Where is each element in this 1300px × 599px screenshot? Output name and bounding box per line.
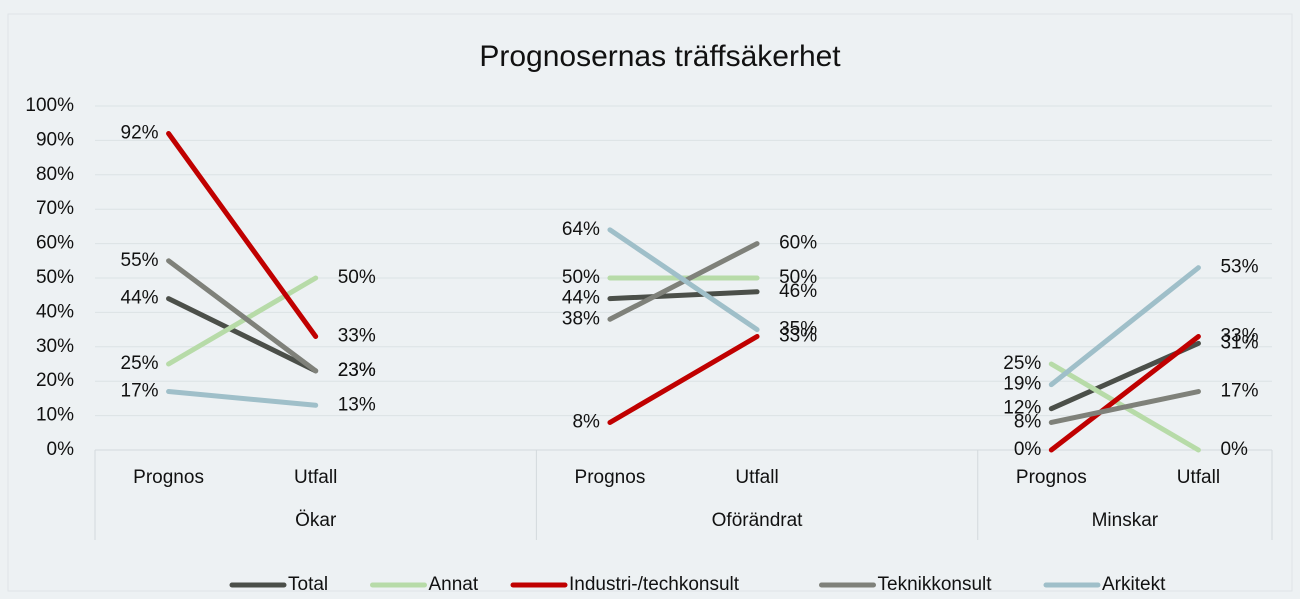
group-label: Minskar [1092, 510, 1159, 531]
x-tick-label: Prognos [575, 467, 646, 488]
y-tick-label: 80% [36, 164, 74, 185]
data-label: 12% [1003, 398, 1041, 419]
data-label: 17% [1220, 381, 1258, 402]
legend-label: Industri-/techkonsult [569, 574, 740, 595]
data-label: 23% [338, 360, 376, 381]
data-label: 25% [121, 353, 159, 374]
data-label: 0% [1014, 439, 1042, 460]
y-tick-label: 30% [36, 336, 74, 357]
data-label: 64% [562, 219, 600, 240]
data-label: 0% [1220, 439, 1248, 460]
data-label: 33% [1220, 325, 1258, 346]
y-tick-label: 60% [36, 233, 74, 254]
x-tick-label: Utfall [735, 467, 778, 488]
data-label: 50% [338, 267, 376, 288]
group-label: Ökar [295, 510, 337, 531]
group-label: Oförändrat [712, 510, 804, 531]
data-label: 19% [1003, 374, 1041, 395]
data-label: 46% [779, 281, 817, 302]
x-tick-label: Prognos [1016, 467, 1087, 488]
data-label: 23% [338, 360, 376, 381]
x-tick-label: Utfall [294, 467, 337, 488]
data-label: 25% [1003, 353, 1041, 374]
data-label: 44% [562, 288, 600, 309]
data-label: 50% [562, 267, 600, 288]
data-label: 92% [121, 123, 159, 144]
x-tick-label: Utfall [1177, 467, 1220, 488]
data-label: 44% [121, 288, 159, 309]
data-label: 13% [338, 394, 376, 415]
data-label: 55% [121, 250, 159, 271]
chart-area [7, 13, 1293, 592]
data-label: 35% [779, 319, 817, 340]
legend-label: Annat [429, 574, 479, 595]
data-label: 8% [572, 411, 600, 432]
y-tick-label: 10% [36, 405, 74, 426]
data-label: 53% [1220, 257, 1258, 278]
data-label: 50% [779, 267, 817, 288]
data-label: 38% [562, 308, 600, 329]
y-tick-label: 100% [25, 95, 74, 116]
y-tick-label: 90% [36, 129, 74, 150]
legend-label: Teknikkonsult [878, 574, 993, 595]
legend-label: Arkitekt [1102, 574, 1166, 595]
y-tick-label: 20% [36, 370, 74, 391]
data-label: 31% [1220, 332, 1258, 353]
x-tick-label: Prognos [133, 467, 204, 488]
data-label: 33% [779, 325, 817, 346]
chart-title: Prognosernas träffsäkerhet [479, 40, 841, 73]
series-line [166, 227, 1201, 408]
data-label: 33% [338, 325, 376, 346]
series-line [166, 131, 1201, 453]
data-label: 8% [1014, 411, 1042, 432]
y-tick-label: 50% [36, 267, 74, 288]
legend-label: Total [288, 574, 328, 595]
y-tick-label: 70% [36, 198, 74, 219]
y-tick-label: 0% [47, 439, 75, 460]
y-tick-label: 40% [36, 301, 74, 322]
data-label: 17% [121, 381, 159, 402]
data-label: 60% [779, 233, 817, 254]
